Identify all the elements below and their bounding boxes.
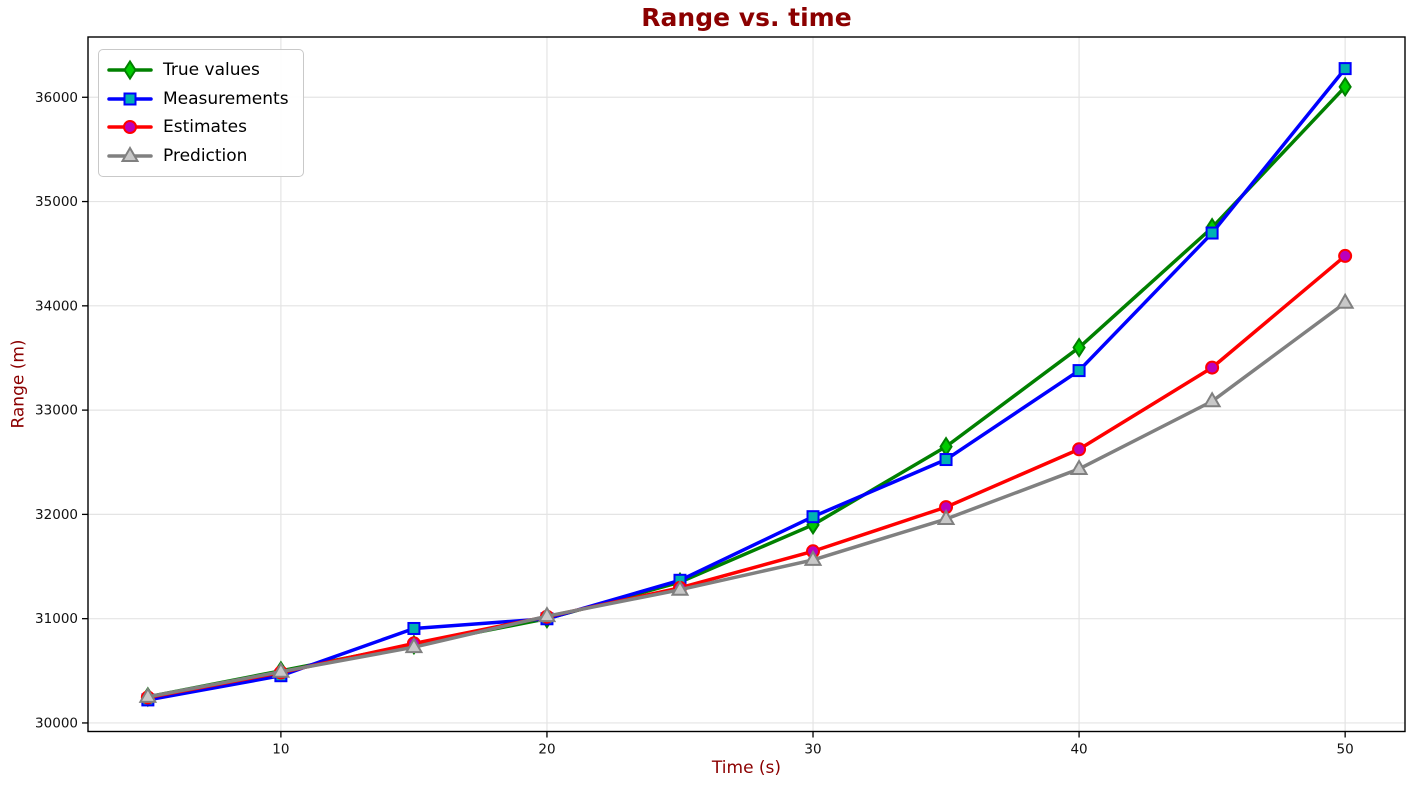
legend-marker-measurements [123, 92, 137, 106]
data-point-estimates [1205, 360, 1220, 375]
legend-sample-measurements [107, 92, 153, 106]
data-point-prediction [404, 637, 424, 654]
y-axis-label: Range (m) [9, 339, 30, 429]
legend-item-measurements: Measurements [107, 85, 289, 114]
legend-marker-true-values [123, 59, 137, 81]
series-line-true-values [146, 85, 1347, 699]
y-tick-label: 35000 [35, 194, 78, 210]
legend-label-estimates: Estimates [163, 117, 247, 138]
data-point-measurements [1205, 226, 1219, 240]
data-point-measurements [939, 453, 953, 467]
x-tick-label: 50 [1337, 742, 1354, 758]
x-tick-label: 10 [272, 742, 289, 758]
data-point-measurements [407, 621, 421, 635]
y-tick-label: 32000 [35, 507, 78, 523]
legend-label-prediction: Prediction [163, 145, 248, 166]
legend-label-measurements: Measurements [163, 88, 289, 109]
data-point-true-values [1072, 337, 1086, 358]
data-point-prediction [1202, 391, 1222, 408]
series-line-estimates [146, 254, 1347, 700]
legend-item-true-values: True values [107, 56, 289, 85]
data-point-measurements [1072, 364, 1086, 378]
y-tick-label: 36000 [35, 90, 78, 106]
chart-title: Range vs. time [641, 3, 852, 32]
data-point-prediction [803, 549, 823, 566]
data-point-prediction [1335, 292, 1355, 309]
legend-sample-prediction [107, 145, 153, 162]
legend-sample-true-values [107, 59, 153, 81]
data-point-measurements [1338, 62, 1352, 76]
y-tick-label: 31000 [35, 611, 78, 627]
axes-spines [87, 36, 1406, 733]
legend-marker-estimates [123, 120, 137, 135]
legend: True values Measurements Estimates Predi… [98, 49, 304, 177]
x-tick-label: 40 [1070, 742, 1087, 758]
x-tick-label: 30 [804, 742, 821, 758]
data-point-prediction [138, 686, 158, 703]
data-point-estimates [1072, 442, 1087, 457]
legend-item-prediction: Prediction [107, 142, 289, 171]
y-tick-label: 30000 [35, 715, 78, 731]
data-point-estimates [1338, 248, 1353, 263]
data-point-measurements [806, 510, 820, 524]
legend-marker-prediction [120, 145, 140, 162]
x-axis-label: Time (s) [711, 758, 782, 778]
data-point-prediction [537, 606, 557, 623]
legend-item-estimates: Estimates [107, 113, 289, 142]
series-line-measurements [146, 66, 1347, 702]
data-point-prediction [271, 661, 291, 678]
data-point-true-values [939, 436, 953, 457]
series-line-prediction [146, 301, 1347, 699]
data-point-true-values [1338, 76, 1352, 98]
legend-sample-estimates [107, 120, 153, 135]
y-tick-label: 34000 [35, 298, 78, 314]
x-tick-label: 20 [538, 742, 555, 758]
data-point-prediction [1069, 458, 1089, 475]
y-axis-label-wrap: Range (m) [0, 37, 38, 731]
legend-label-true-values: True values [163, 60, 260, 81]
data-point-prediction [936, 509, 956, 526]
data-point-prediction [670, 579, 690, 596]
y-tick-label: 33000 [35, 403, 78, 419]
